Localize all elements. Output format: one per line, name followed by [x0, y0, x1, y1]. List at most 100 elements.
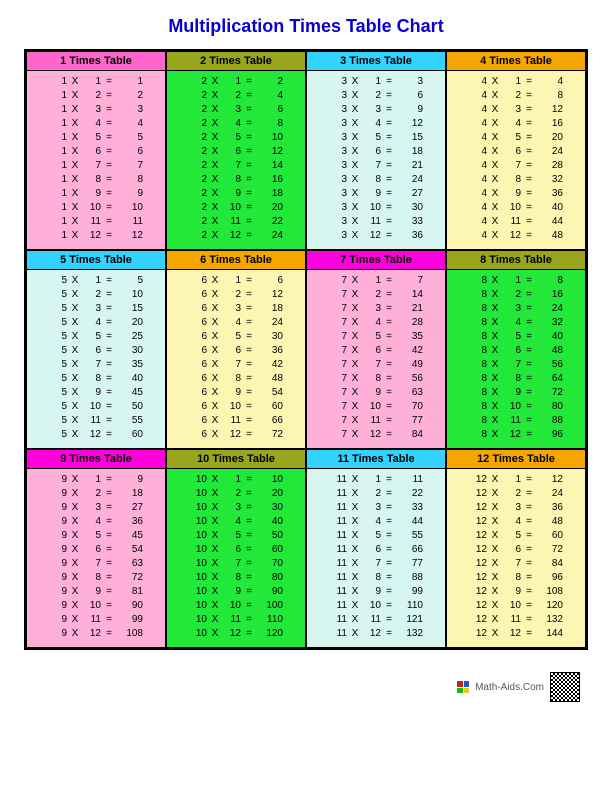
multiplicand: 7 — [327, 288, 349, 302]
multiplicand: 7 — [327, 358, 349, 372]
table-row: 5X10=50 — [27, 400, 165, 414]
multiplier: 3 — [361, 103, 383, 117]
multiply-symbol: X — [489, 557, 501, 571]
equals-symbol: = — [383, 103, 395, 117]
product: 88 — [535, 414, 565, 428]
equals-symbol: = — [103, 288, 115, 302]
equals-symbol: = — [243, 543, 255, 557]
multiplier: 7 — [361, 159, 383, 173]
multiplicand: 5 — [47, 414, 69, 428]
multiplicand: 6 — [187, 344, 209, 358]
equals-symbol: = — [103, 529, 115, 543]
table-row: 2X4=8 — [167, 117, 305, 131]
product: 16 — [535, 117, 565, 131]
table-header: 1 Times Table — [27, 52, 165, 71]
multiplier: 11 — [81, 215, 103, 229]
product: 22 — [395, 487, 425, 501]
equals-symbol: = — [103, 302, 115, 316]
product: 120 — [535, 599, 565, 613]
table-row: 11X4=44 — [307, 515, 445, 529]
product: 6 — [255, 274, 285, 288]
multiplier: 6 — [81, 543, 103, 557]
equals-symbol: = — [523, 627, 535, 641]
multiplier: 4 — [221, 117, 243, 131]
equals-symbol: = — [243, 302, 255, 316]
multiplier: 8 — [221, 571, 243, 585]
multiplicand: 4 — [467, 131, 489, 145]
multiplicand: 2 — [187, 215, 209, 229]
product: 60 — [255, 400, 285, 414]
multiply-symbol: X — [209, 414, 221, 428]
multiply-symbol: X — [349, 414, 361, 428]
table-row: 2X11=22 — [167, 215, 305, 229]
equals-symbol: = — [243, 627, 255, 641]
multiply-symbol: X — [489, 103, 501, 117]
table-header: 3 Times Table — [307, 52, 445, 71]
equals-symbol: = — [523, 274, 535, 288]
times-table-grid: 1 Times Table1X1=11X2=21X3=31X4=41X5=51X… — [24, 49, 588, 650]
equals-symbol: = — [103, 229, 115, 243]
equals-symbol: = — [243, 117, 255, 131]
multiplier: 10 — [361, 201, 383, 215]
multiply-symbol: X — [69, 358, 81, 372]
table-row: 5X8=40 — [27, 372, 165, 386]
product: 80 — [535, 400, 565, 414]
multiply-symbol: X — [209, 89, 221, 103]
multiply-symbol: X — [69, 599, 81, 613]
product: 10 — [115, 288, 145, 302]
product: 24 — [255, 229, 285, 243]
equals-symbol: = — [523, 103, 535, 117]
product: 48 — [255, 372, 285, 386]
table-row: 5X12=60 — [27, 428, 165, 442]
product: 132 — [535, 613, 565, 627]
table-row: 9X5=45 — [27, 529, 165, 543]
table-row: 10X2=20 — [167, 487, 305, 501]
equals-symbol: = — [383, 428, 395, 442]
multiplicand: 12 — [467, 501, 489, 515]
product: 60 — [255, 543, 285, 557]
multiplicand: 1 — [47, 229, 69, 243]
product: 66 — [255, 414, 285, 428]
product: 96 — [535, 428, 565, 442]
equals-symbol: = — [243, 75, 255, 89]
product: 88 — [395, 571, 425, 585]
multiply-symbol: X — [349, 557, 361, 571]
product: 45 — [115, 529, 145, 543]
equals-symbol: = — [243, 274, 255, 288]
multiplier: 12 — [221, 627, 243, 641]
multiplicand: 11 — [327, 627, 349, 641]
equals-symbol: = — [103, 487, 115, 501]
multiplicand: 10 — [187, 543, 209, 557]
multiplier: 1 — [361, 274, 383, 288]
product: 16 — [535, 288, 565, 302]
product: 4 — [115, 117, 145, 131]
equals-symbol: = — [383, 89, 395, 103]
multiplier: 12 — [221, 428, 243, 442]
product: 77 — [395, 414, 425, 428]
multiplier: 5 — [221, 330, 243, 344]
multiplier: 8 — [221, 173, 243, 187]
multiplicand: 4 — [467, 89, 489, 103]
multiplicand: 4 — [467, 103, 489, 117]
multiply-symbol: X — [489, 187, 501, 201]
multiplier: 12 — [221, 229, 243, 243]
equals-symbol: = — [383, 358, 395, 372]
multiplicand: 11 — [327, 529, 349, 543]
multiplicand: 7 — [327, 344, 349, 358]
equals-symbol: = — [103, 117, 115, 131]
multiplier: 5 — [81, 529, 103, 543]
multiplier: 4 — [361, 117, 383, 131]
multiplier: 5 — [501, 131, 523, 145]
multiplier: 2 — [81, 288, 103, 302]
multiply-symbol: X — [69, 557, 81, 571]
table-row: 4X8=32 — [447, 173, 585, 187]
multiplicand: 2 — [187, 187, 209, 201]
table-row: 1X2=2 — [27, 89, 165, 103]
table-row: 7X7=49 — [307, 358, 445, 372]
product: 36 — [535, 501, 565, 515]
table-row: 9X3=27 — [27, 501, 165, 515]
multiplier: 8 — [361, 571, 383, 585]
product: 30 — [255, 330, 285, 344]
multiplier: 11 — [221, 414, 243, 428]
equals-symbol: = — [103, 557, 115, 571]
